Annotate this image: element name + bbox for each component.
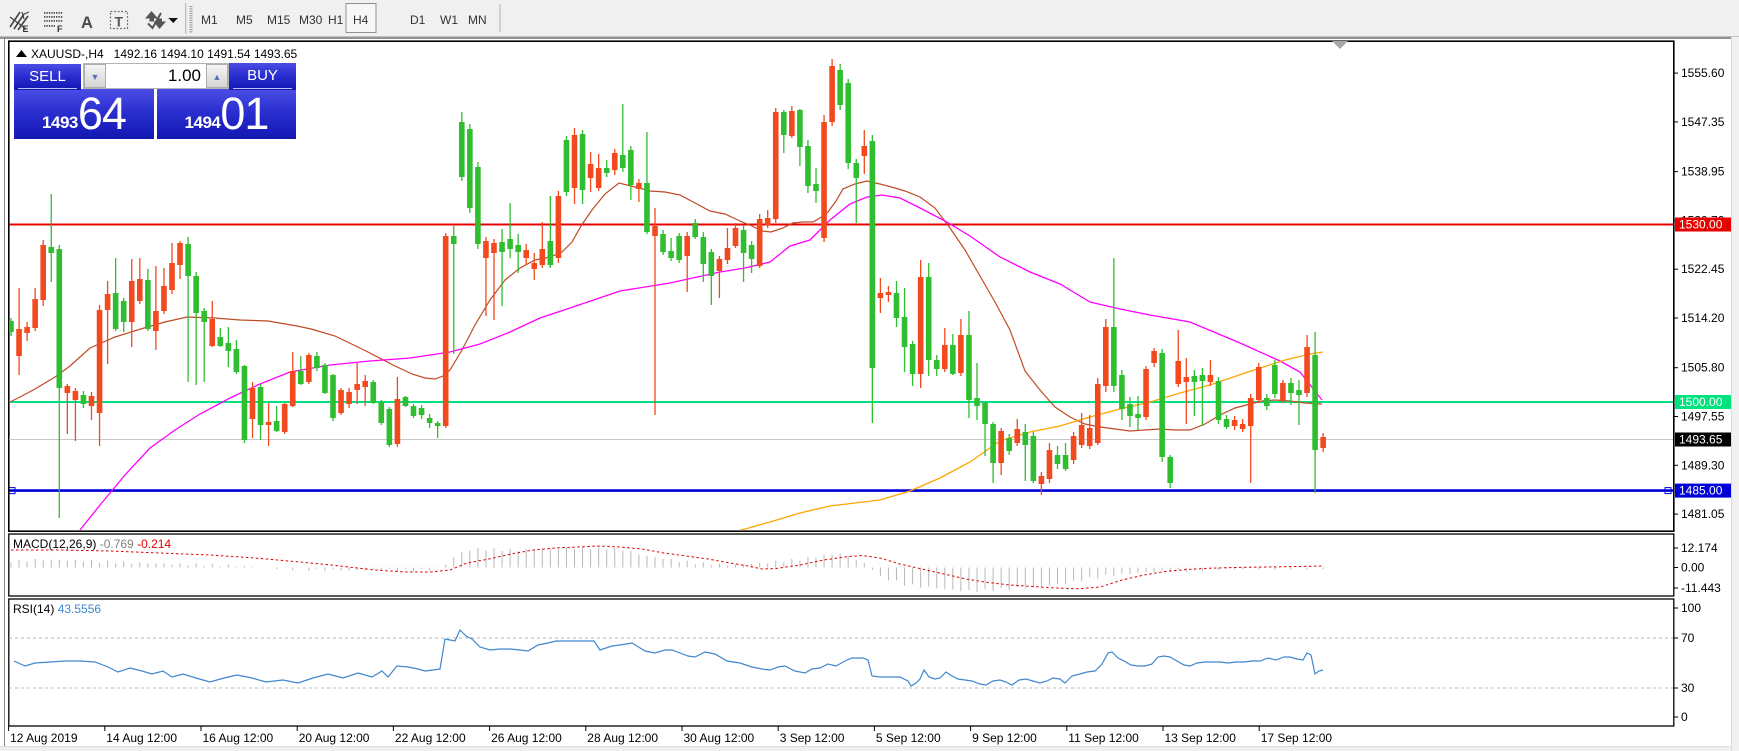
svg-text:MACD(12,26,9) -0.769 -0.214: MACD(12,26,9) -0.769 -0.214 <box>13 537 171 551</box>
svg-text:30: 30 <box>1681 681 1695 695</box>
svg-text:H1: H1 <box>328 13 344 27</box>
svg-text:E: E <box>23 24 29 34</box>
svg-text:14 Aug 12:00: 14 Aug 12:00 <box>106 731 177 745</box>
svg-text:D1: D1 <box>410 13 426 27</box>
svg-text:F: F <box>57 24 63 34</box>
svg-text:RSI(14) 43.5556: RSI(14) 43.5556 <box>13 602 101 616</box>
svg-text:1497.55: 1497.55 <box>1681 410 1725 424</box>
svg-text:30 Aug 12:00: 30 Aug 12:00 <box>684 731 755 745</box>
svg-text:1555.60: 1555.60 <box>1681 66 1725 80</box>
svg-text:11 Sep 12:00: 11 Sep 12:00 <box>1068 731 1139 745</box>
svg-text:0: 0 <box>1681 710 1688 724</box>
svg-text:1514.20: 1514.20 <box>1681 311 1725 325</box>
svg-text:A: A <box>81 14 93 32</box>
svg-text:M1: M1 <box>201 13 218 27</box>
svg-text:16 Aug 12:00: 16 Aug 12:00 <box>203 731 274 745</box>
svg-text:12.174: 12.174 <box>1681 541 1718 555</box>
svg-text:M5: M5 <box>236 13 253 27</box>
svg-text:22 Aug 12:00: 22 Aug 12:00 <box>395 731 466 745</box>
svg-text:1500.00: 1500.00 <box>1679 395 1723 409</box>
svg-text:5 Sep 12:00: 5 Sep 12:00 <box>876 731 941 745</box>
svg-text:1530.00: 1530.00 <box>1679 218 1723 232</box>
svg-text:28 Aug 12:00: 28 Aug 12:00 <box>587 731 658 745</box>
svg-text:1485.00: 1485.00 <box>1679 484 1723 498</box>
svg-text:13 Sep 12:00: 13 Sep 12:00 <box>1165 731 1237 745</box>
svg-text:1505.80: 1505.80 <box>1681 361 1725 375</box>
svg-text:T: T <box>115 14 124 30</box>
svg-text:M30: M30 <box>299 13 323 27</box>
svg-text:12 Aug 2019: 12 Aug 2019 <box>10 731 78 745</box>
svg-text:9 Sep 12:00: 9 Sep 12:00 <box>972 731 1037 745</box>
svg-text:1481.05: 1481.05 <box>1681 507 1725 521</box>
svg-text:1493.65: 1493.65 <box>1679 433 1723 447</box>
svg-text:1522.45: 1522.45 <box>1681 262 1725 276</box>
svg-text:XAUUSD-,H4 1492.16 1494.10 1: XAUUSD-,H4 1492.16 1494.10 1491.54 1493.… <box>31 47 298 61</box>
svg-text:MN: MN <box>468 13 487 27</box>
svg-text:1538.95: 1538.95 <box>1681 165 1725 179</box>
svg-text:-11.443: -11.443 <box>1681 581 1721 595</box>
svg-text:100: 100 <box>1681 601 1701 615</box>
svg-text:70: 70 <box>1681 631 1695 645</box>
svg-text:20 Aug 12:00: 20 Aug 12:00 <box>299 731 370 745</box>
svg-text:17 Sep 12:00: 17 Sep 12:00 <box>1261 731 1333 745</box>
svg-text:M15: M15 <box>267 13 291 27</box>
svg-text:3 Sep 12:00: 3 Sep 12:00 <box>780 731 845 745</box>
svg-text:0.00: 0.00 <box>1681 561 1705 575</box>
svg-text:W1: W1 <box>440 13 458 27</box>
svg-text:H4: H4 <box>353 13 369 27</box>
svg-text:26 Aug 12:00: 26 Aug 12:00 <box>491 731 562 745</box>
svg-text:1547.35: 1547.35 <box>1681 115 1725 129</box>
svg-text:1489.30: 1489.30 <box>1681 458 1725 472</box>
